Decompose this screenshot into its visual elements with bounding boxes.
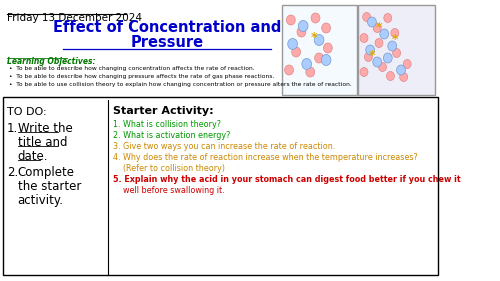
Circle shape [391,28,399,37]
Text: Effect of Concentration and: Effect of Concentration and [54,20,282,35]
Circle shape [284,65,294,75]
Text: well before swallowing it.: well before swallowing it. [113,186,224,195]
Circle shape [388,41,396,51]
Text: *: * [376,22,382,35]
Circle shape [396,65,406,75]
Circle shape [366,45,374,55]
Circle shape [311,13,320,23]
Circle shape [302,58,312,69]
Circle shape [292,47,300,57]
Circle shape [360,67,368,76]
Text: *: * [392,33,398,46]
Text: (Refer to collision theory): (Refer to collision theory) [113,164,225,173]
Text: Pressure: Pressure [131,35,204,50]
Circle shape [314,35,324,46]
Text: •  To be able to describe how changing pressure affects the rate of gas phase re: • To be able to describe how changing pr… [9,74,274,79]
Text: •  To be able to describe how changing concentration affects the rate of reactio: • To be able to describe how changing co… [9,66,254,71]
Circle shape [314,53,324,63]
Text: 4. Why does the rate of reaction increase when the temperature increases?: 4. Why does the rate of reaction increas… [113,153,418,162]
Circle shape [324,43,332,53]
Text: Friday 13 December 2024: Friday 13 December 2024 [7,13,142,23]
Circle shape [322,55,331,65]
Circle shape [380,29,388,39]
Circle shape [392,49,400,58]
Text: 1.: 1. [7,122,18,135]
Circle shape [360,33,368,42]
Text: *: * [310,31,317,44]
Text: TO DO:: TO DO: [7,107,46,117]
Text: 2.: 2. [7,166,18,179]
Circle shape [403,60,411,69]
Circle shape [362,12,370,22]
Circle shape [374,24,381,33]
Circle shape [368,17,376,27]
Bar [358,5,436,95]
Circle shape [322,23,330,33]
Text: 2. What is activation energy?: 2. What is activation energy? [113,131,230,140]
Text: the starter: the starter [18,180,81,193]
Text: Starter Activity:: Starter Activity: [113,106,214,116]
Circle shape [306,67,314,77]
Circle shape [384,13,392,22]
Circle shape [298,21,308,31]
Text: Learning Objectives:: Learning Objectives: [7,57,96,66]
Bar [282,5,357,95]
Circle shape [384,53,392,63]
Text: *: * [368,49,375,62]
Circle shape [373,57,382,67]
Text: activity.: activity. [18,194,64,207]
Circle shape [286,15,296,25]
Text: title and: title and [18,136,67,149]
Text: Complete: Complete [18,166,74,179]
Text: 5. Explain why the acid in your stomach can digest food better if you chew it: 5. Explain why the acid in your stomach … [113,175,461,184]
Bar [2,97,438,275]
Circle shape [378,62,386,71]
Text: Write the: Write the [18,122,72,135]
Circle shape [364,53,372,62]
Circle shape [297,27,306,37]
Circle shape [375,38,383,47]
Circle shape [288,38,298,49]
Circle shape [386,71,394,80]
Circle shape [400,72,407,81]
Text: •  To be able to use collision theory to explain how changing concentration or p: • To be able to use collision theory to … [9,82,351,87]
Text: 1. What is collision theory?: 1. What is collision theory? [113,120,221,129]
Text: date.: date. [18,150,48,163]
Text: 3. Give two ways you can increase the rate of reaction.: 3. Give two ways you can increase the ra… [113,142,335,151]
